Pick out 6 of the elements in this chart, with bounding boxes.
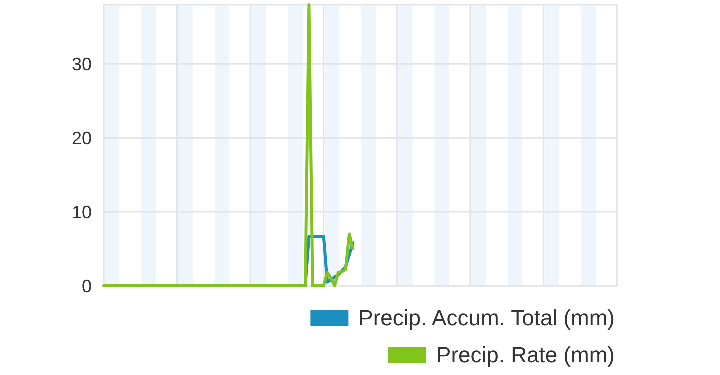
y-tick-label: 0 [82, 276, 92, 296]
y-tick-label: 10 [72, 202, 92, 222]
y-tick-label: 30 [72, 54, 92, 74]
legend-label: Precip. Accum. Total (mm) [358, 306, 615, 331]
legend-label: Precip. Rate (mm) [436, 342, 615, 368]
y-tick-label: 20 [72, 128, 92, 148]
